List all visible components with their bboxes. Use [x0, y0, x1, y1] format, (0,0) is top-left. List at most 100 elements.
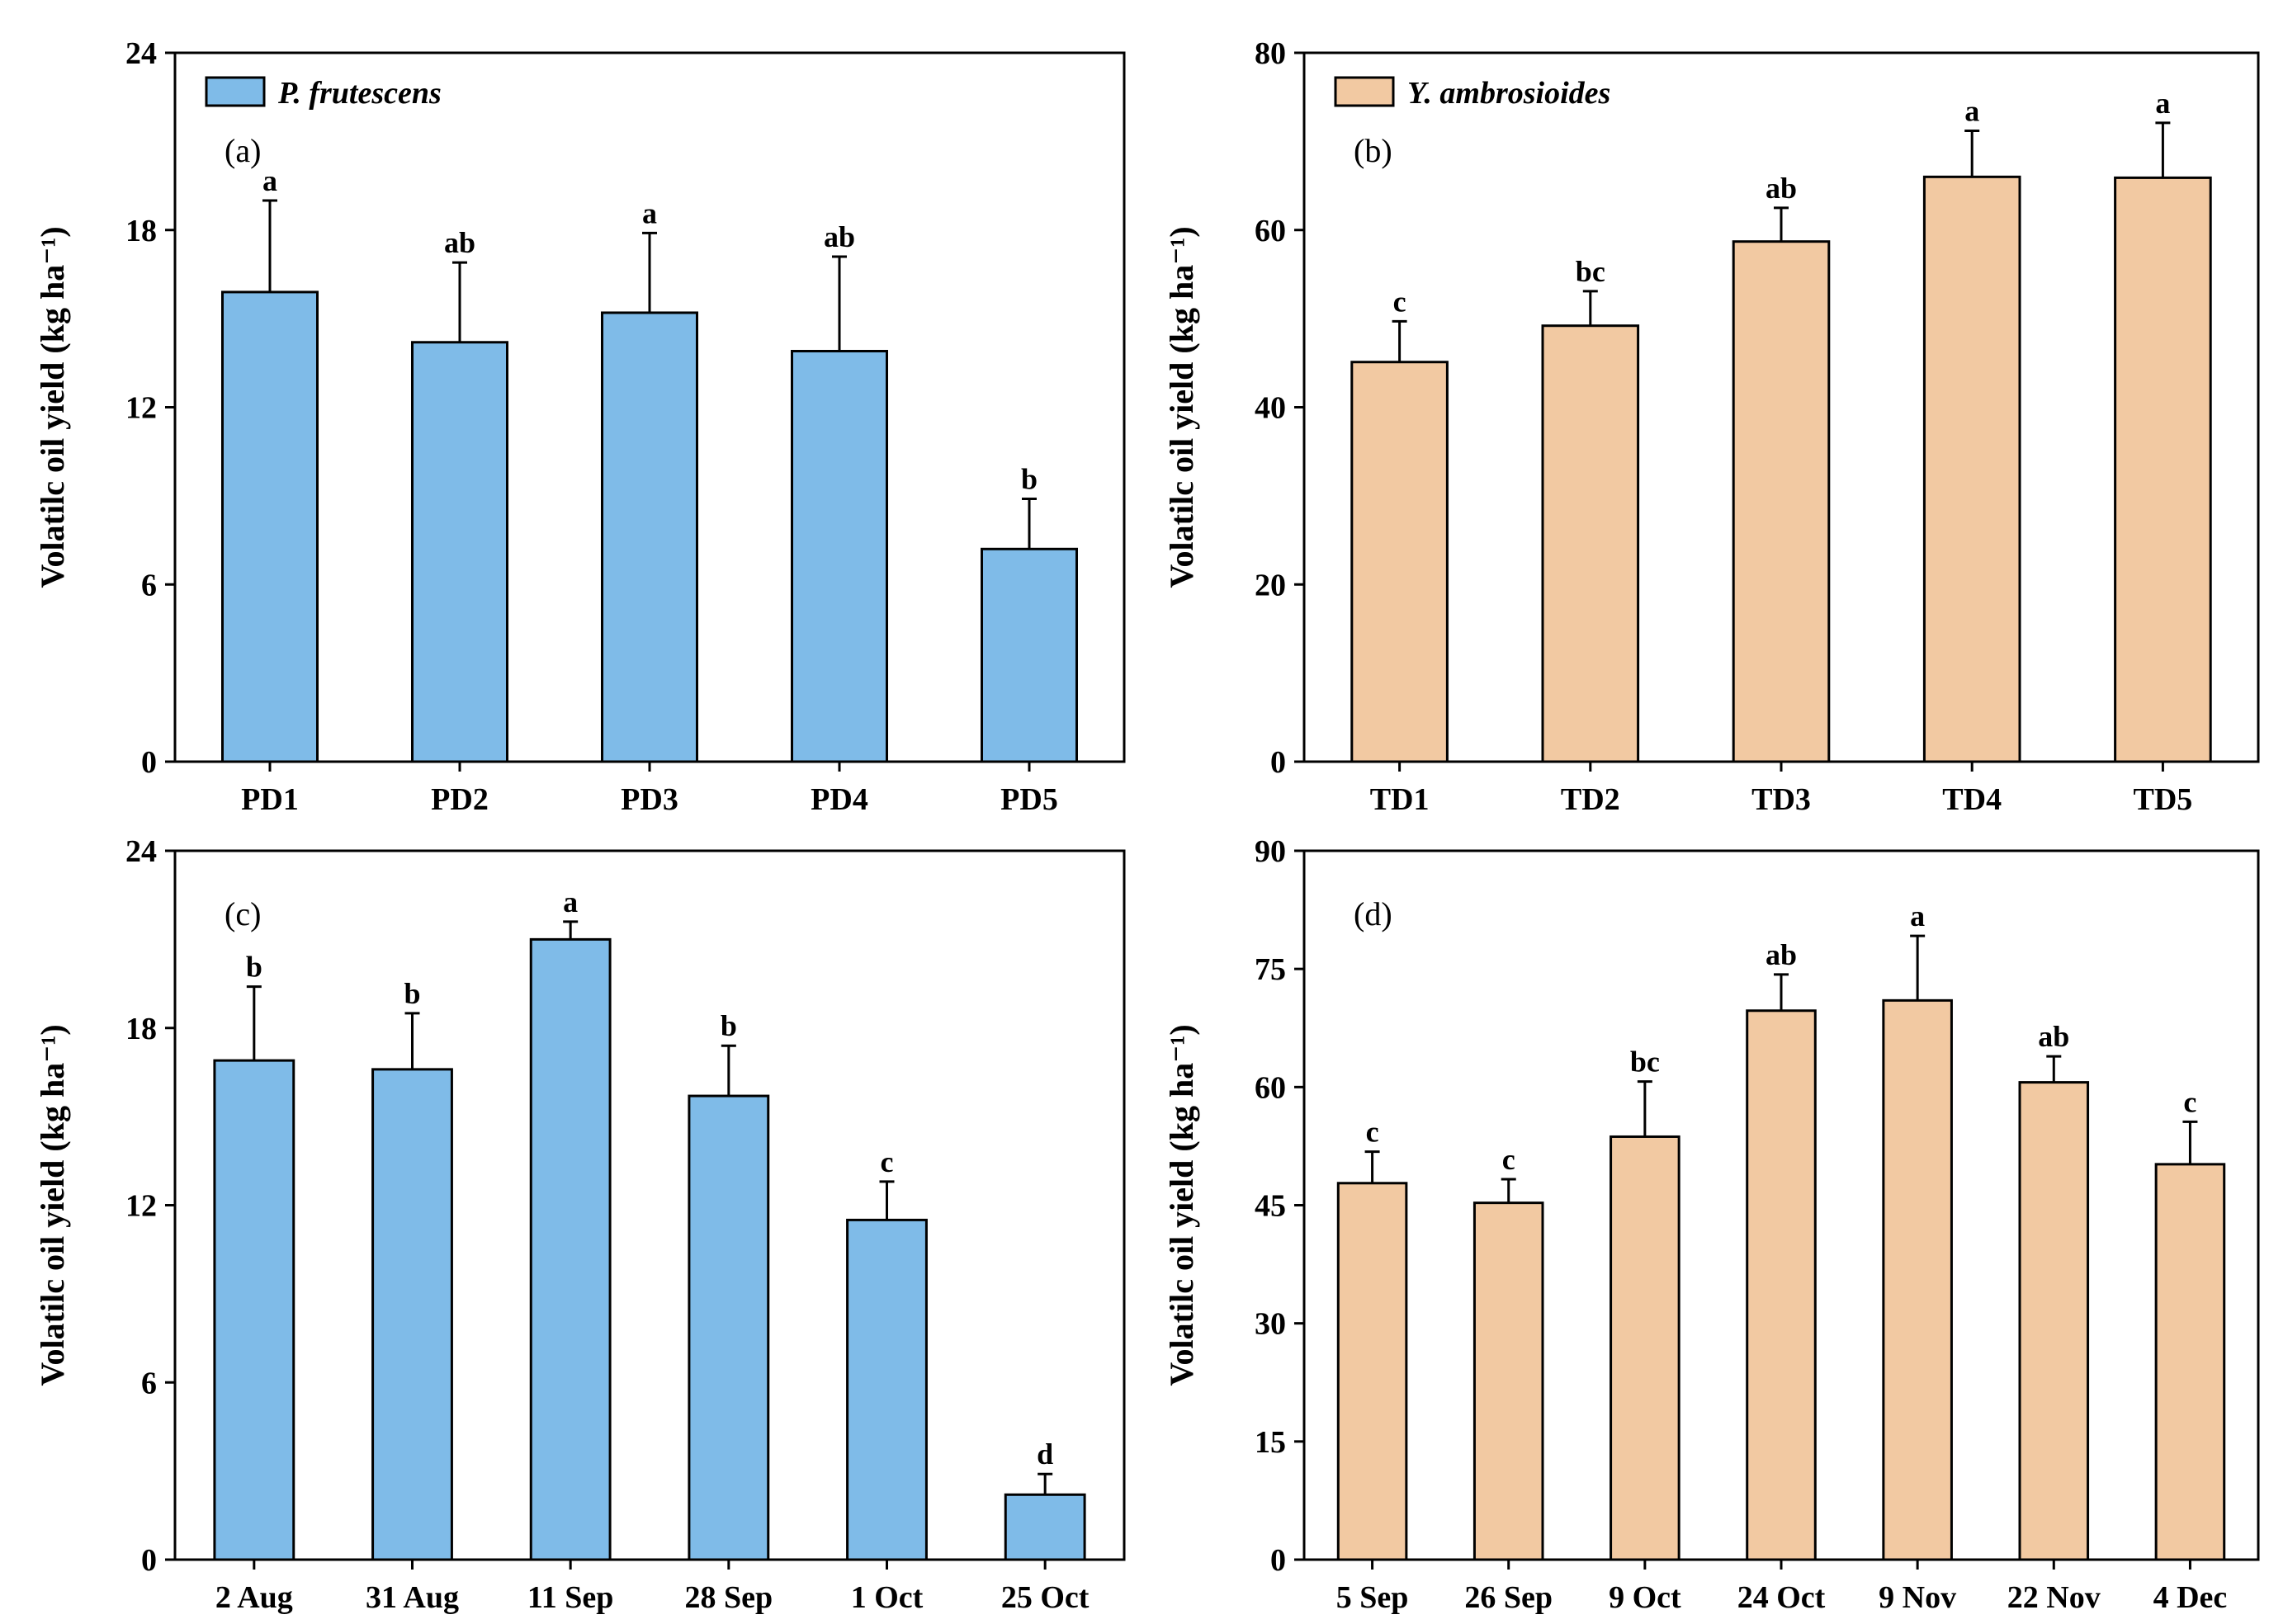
significance-label: b	[246, 951, 262, 984]
x-tick-label: PD1	[241, 782, 299, 817]
bar	[1922, 175, 2021, 763]
y-tick-label: 12	[125, 391, 157, 426]
x-tick-label: PD2	[431, 782, 489, 817]
x-tick-label: 4 Dec	[2153, 1580, 2228, 1615]
significance-label: ab	[1766, 938, 1797, 971]
bar	[981, 547, 1078, 763]
bar	[1541, 324, 1640, 763]
x-tick-label: PD5	[1000, 782, 1058, 817]
significance-label: c	[1366, 1116, 1379, 1149]
y-tick-label: 12	[125, 1189, 157, 1224]
significance-label: c	[2183, 1085, 2196, 1118]
chart-panel-d: c 5 Sep c 26 Sep bc 9 Oct ab 24 Oct a 9 Nov ab 22 N…	[1163, 834, 2260, 1615]
significance-label: b	[1021, 462, 1038, 495]
y-tick-label: 45	[1255, 1189, 1286, 1224]
significance-label: ab	[444, 226, 475, 259]
bar	[1882, 998, 1953, 1561]
significance-label: bc	[1630, 1046, 1660, 1079]
bar	[791, 349, 888, 763]
bar	[1472, 1201, 1544, 1561]
significance-label: b	[721, 1009, 737, 1042]
y-tick-label: 30	[1255, 1307, 1286, 1342]
x-tick-label: 25 Oct	[1001, 1580, 1090, 1615]
y-tick-label: 24	[125, 36, 157, 71]
y-tick-label: 60	[1255, 1070, 1286, 1105]
panel-label: (b)	[1354, 132, 1392, 169]
y-tick-label: 0	[141, 745, 157, 780]
y-tick-label: 0	[141, 1543, 157, 1578]
bar	[2114, 176, 2212, 763]
y-tick-label: 15	[1255, 1425, 1286, 1460]
x-tick-label: 9 Oct	[1609, 1580, 1681, 1615]
y-tick-label: 0	[1270, 745, 1286, 780]
bar	[1610, 1135, 1680, 1561]
significance-label: a	[262, 164, 277, 197]
x-tick-label: PD4	[811, 782, 868, 817]
significance-label: a	[1964, 94, 1979, 127]
x-tick-label: 28 Sep	[685, 1580, 773, 1615]
bar	[529, 937, 612, 1561]
y-tick-label: 90	[1255, 834, 1286, 869]
legend-swatch	[205, 76, 266, 107]
significance-label: ab	[824, 220, 855, 253]
significance-label: a	[1910, 899, 1925, 932]
significance-label: b	[404, 977, 420, 1010]
bar	[2154, 1163, 2226, 1561]
y-axis-title: Volatilc oil yield (kg ha⁻¹)	[34, 1024, 71, 1386]
x-tick-label: 5 Sep	[1336, 1580, 1409, 1615]
y-tick-label: 18	[125, 214, 157, 248]
significance-label: bc	[1576, 255, 1605, 288]
y-tick-label: 18	[125, 1012, 157, 1046]
y-tick-label: 20	[1255, 568, 1286, 602]
x-tick-label: TD3	[1751, 782, 1811, 817]
significance-label: ab	[2038, 1020, 2069, 1053]
panel-label: (d)	[1354, 895, 1392, 932]
y-tick-label: 40	[1255, 391, 1286, 426]
bar	[1732, 240, 1831, 763]
significance-label: d	[1037, 1438, 1053, 1471]
bar	[1746, 1009, 1817, 1561]
y-tick-label: 0	[1270, 1543, 1286, 1578]
y-axis-title: Volatilc oil yield (kg ha⁻¹)	[34, 226, 71, 588]
bar	[213, 1059, 295, 1561]
y-axis-title: Volatilc oil yield (kg ha⁻¹)	[1163, 226, 1200, 588]
significance-label: a	[642, 196, 657, 229]
legend-swatch	[1334, 76, 1395, 107]
y-tick-label: 6	[141, 568, 157, 602]
chart-panel-b: c TD1 bc TD2 ab TD3 a TD4 a TD5 0 20 40 60 80 Volatilc …	[1163, 36, 2260, 817]
legend-label: Y. ambrosioides	[1407, 76, 1610, 111]
x-tick-label: 24 Oct	[1737, 1580, 1826, 1615]
y-tick-label: 75	[1255, 952, 1286, 987]
bar	[221, 290, 319, 763]
significance-label: c	[1393, 285, 1406, 318]
x-tick-label: PD3	[621, 782, 678, 817]
significance-label: ab	[1766, 172, 1797, 205]
panel-label: (c)	[225, 895, 261, 932]
x-tick-label: 22 Nov	[2007, 1580, 2101, 1615]
y-tick-label: 80	[1255, 36, 1286, 71]
x-tick-label: 26 Sep	[1464, 1580, 1553, 1615]
bar	[1350, 361, 1449, 763]
significance-label: a	[563, 885, 578, 918]
bar	[1336, 1182, 1408, 1561]
legend-label: P. frutescens	[277, 76, 442, 111]
significance-label: a	[2155, 87, 2170, 120]
significance-label: c	[881, 1145, 894, 1178]
x-tick-label: 9 Nov	[1879, 1580, 1956, 1615]
bar	[371, 1068, 453, 1561]
y-axis-title: Volatilc oil yield (kg ha⁻¹)	[1163, 1024, 1200, 1386]
bar	[688, 1094, 770, 1561]
bar	[411, 341, 508, 763]
y-tick-label: 24	[125, 834, 157, 869]
x-tick-label: 2 Aug	[215, 1580, 293, 1615]
x-tick-label: TD4	[1942, 782, 2002, 817]
panel-label: (a)	[225, 132, 261, 169]
x-tick-label: TD2	[1561, 782, 1620, 817]
chart-panel-a: a PD1 ab PD2 a PD3 ab PD4 b PD5 0 6 12 18 24 Volatilc o…	[34, 36, 1126, 817]
significance-label: c	[1502, 1143, 1515, 1176]
x-tick-label: 1 Oct	[851, 1580, 924, 1615]
x-tick-label: 11 Sep	[527, 1580, 614, 1615]
bar	[846, 1218, 928, 1561]
bar	[2018, 1081, 2090, 1561]
bar	[1004, 1493, 1086, 1561]
